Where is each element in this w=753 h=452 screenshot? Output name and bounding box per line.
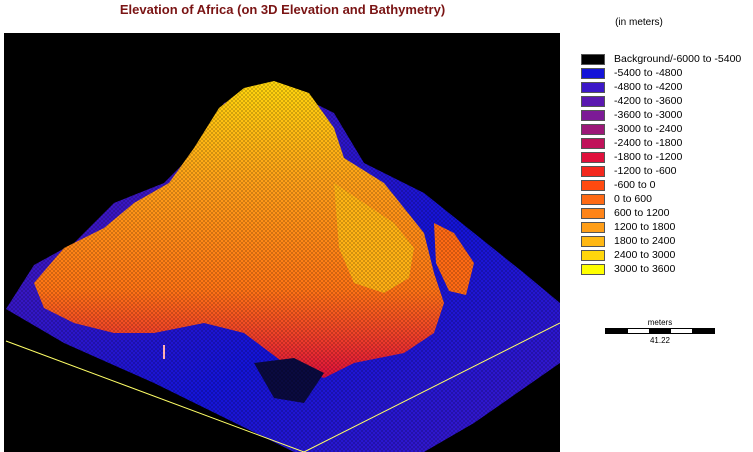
legend-label: -2400 to -1800 xyxy=(614,137,683,149)
legend-label: -3600 to -3000 xyxy=(614,109,683,121)
legend-label: -4800 to -4200 xyxy=(614,81,683,93)
legend-label: -3000 to -2400 xyxy=(614,123,683,135)
legend-label: 600 to 1200 xyxy=(614,207,670,219)
legend-item: -5400 to -4800 xyxy=(581,66,741,80)
legend-swatch xyxy=(581,151,605,163)
legend-item: Background/-6000 to -5400 xyxy=(581,52,741,66)
legend-swatch xyxy=(581,53,605,65)
legend-label: -1200 to -600 xyxy=(614,165,677,177)
legend-label: -1800 to -1200 xyxy=(614,151,683,163)
scale-bar-graphic xyxy=(605,328,715,334)
legend-label: Background/-6000 to -5400 xyxy=(614,53,742,65)
legend-label: 0 to 600 xyxy=(614,193,652,205)
base-edge-left xyxy=(5,340,305,452)
legend-item: 0 to 600 xyxy=(581,192,741,206)
legend-swatch xyxy=(581,193,605,205)
legend-label: 2400 to 3000 xyxy=(614,249,676,261)
legend-swatch xyxy=(581,221,605,233)
legend-label: -600 to 0 xyxy=(614,179,656,191)
scale-unit-label: meters xyxy=(647,318,673,327)
elevation-legend: Background/-6000 to -5400 -5400 to -4800 -… xyxy=(581,52,741,276)
legend-label: -5400 to -4800 xyxy=(614,67,683,79)
legend-item: 1800 to 2400 xyxy=(581,234,741,248)
legend-swatch xyxy=(581,123,605,135)
legend-swatch xyxy=(581,249,605,261)
legend-label: 1800 to 2400 xyxy=(614,235,676,247)
elevation-3d-surface xyxy=(4,33,560,452)
legend-item: -3600 to -3000 xyxy=(581,108,741,122)
base-edge-right xyxy=(303,322,560,452)
legend-item: 3000 to 3600 xyxy=(581,262,741,276)
legend-item: -4800 to -4200 xyxy=(581,80,741,94)
legend-item: 1200 to 1800 xyxy=(581,220,741,234)
legend-label: 1200 to 1800 xyxy=(614,221,676,233)
legend-swatch xyxy=(581,263,605,275)
legend-swatch xyxy=(581,109,605,121)
legend-swatch xyxy=(581,207,605,219)
legend-item: -1200 to -600 xyxy=(581,164,741,178)
legend-swatch xyxy=(581,137,605,149)
legend-swatch xyxy=(581,179,605,191)
legend-swatch xyxy=(581,235,605,247)
scale-value-label: 41.22 xyxy=(649,336,671,345)
legend-swatch xyxy=(581,81,605,93)
map-title: Elevation of Africa (on 3D Elevation and… xyxy=(119,2,446,17)
legend-item: 2400 to 3000 xyxy=(581,248,741,262)
legend-swatch xyxy=(581,67,605,79)
wireframe-mesh xyxy=(4,33,560,452)
units-label: (in meters) xyxy=(615,17,663,28)
legend-swatch xyxy=(581,165,605,177)
legend-item: 600 to 1200 xyxy=(581,206,741,220)
legend-item: -600 to 0 xyxy=(581,178,741,192)
legend-item: -1800 to -1200 xyxy=(581,150,741,164)
legend-item: -2400 to -1800 xyxy=(581,136,741,150)
legend-label: -4200 to -3600 xyxy=(614,95,683,107)
legend-swatch xyxy=(581,95,605,107)
legend-item: -3000 to -2400 xyxy=(581,122,741,136)
legend-item: -4200 to -3600 xyxy=(581,94,741,108)
legend-label: 3000 to 3600 xyxy=(614,263,676,275)
scale-bar: meters 41.22 xyxy=(605,318,715,345)
surface-plot xyxy=(4,33,560,452)
